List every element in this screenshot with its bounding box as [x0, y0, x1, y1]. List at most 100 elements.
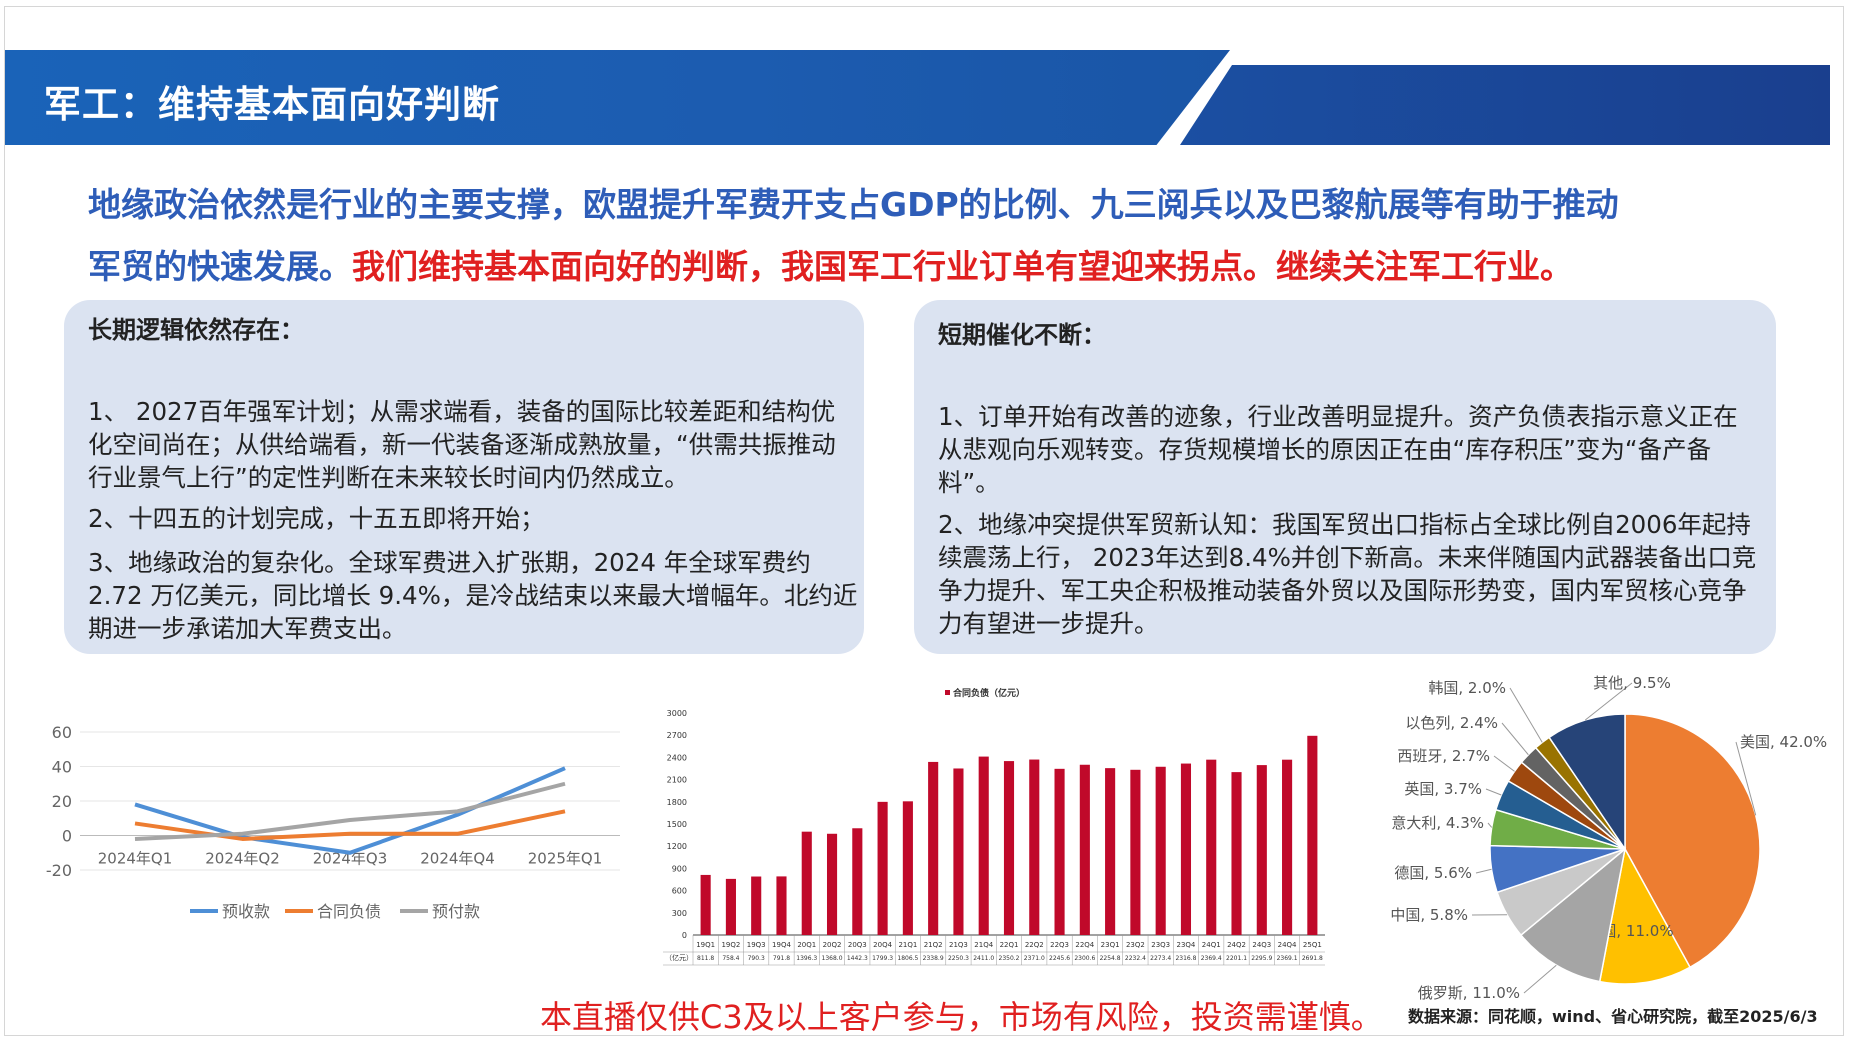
bar: [1004, 761, 1014, 935]
x-tick-label: 24Q2: [1227, 941, 1246, 949]
y-tick-label: 60: [52, 723, 72, 742]
bar: [1282, 760, 1292, 935]
value-label: 2201.1: [1226, 955, 1247, 962]
value-label: 2254.8: [1100, 955, 1121, 962]
value-label: 811.8: [697, 955, 714, 962]
short-term-item-1: 1、订单开始有改善的迹象，行业改善明显提升。资产负债表指示意义正在从悲观向乐观转…: [938, 400, 1758, 499]
bar-chart: 合同负债（亿元）30002700240021001800150012009006…: [655, 680, 1335, 970]
x-tick-label: 25Q1: [1303, 941, 1322, 949]
legend-label: 合同负债: [317, 902, 381, 921]
x-tick-label: 21Q2: [924, 941, 943, 949]
bar: [1130, 770, 1140, 935]
legend-label: 预付款: [432, 902, 480, 921]
y-tick-label: 2400: [667, 753, 687, 762]
y-tick-label: 300: [672, 909, 687, 918]
value-label: 2411.0: [973, 955, 994, 962]
x-tick-label: 22Q4: [1075, 941, 1094, 949]
y-tick-label: 1800: [667, 798, 687, 807]
slice-label: 俄罗斯, 11.0%: [1418, 984, 1520, 1002]
bar: [776, 876, 786, 935]
slice-label: 其他, 9.5%: [1593, 674, 1671, 692]
bar: [903, 801, 913, 935]
slide-title: 军工：维持基本面向好判断: [44, 74, 500, 128]
x-tick-label: 20Q3: [848, 941, 867, 949]
x-tick-label: 20Q1: [797, 941, 816, 949]
series-line-2: [135, 784, 565, 839]
bar: [1055, 769, 1065, 935]
y-tick-label: 900: [672, 864, 687, 873]
bar: [953, 768, 963, 935]
x-tick-label: 19Q3: [747, 941, 766, 949]
y-tick-label: 2700: [667, 731, 687, 740]
value-label: 1806.5: [897, 955, 918, 962]
leader-line: [1494, 756, 1515, 771]
title-banner-accent: [1180, 65, 1830, 145]
long-term-item-2: 2、十四五的计划完成，十五五即将开始；: [88, 502, 858, 535]
x-tick-label: 20Q2: [823, 941, 842, 949]
pie-chart: 美国, 42.0%法国, 11.0%俄罗斯, 11.0%中国, 5.8%德国, …: [1370, 665, 1849, 1005]
bar: [1029, 760, 1039, 935]
y-tick-label: 0: [62, 827, 72, 846]
x-tick-label: 23Q4: [1177, 941, 1196, 949]
legend-label: 预收款: [222, 902, 270, 921]
bar: [878, 802, 888, 935]
value-label: 2316.8: [1175, 955, 1196, 962]
x-tick-label: 2025年Q1: [528, 850, 603, 868]
y-tick-label: 2100: [667, 776, 687, 785]
bar: [928, 762, 938, 935]
slice-label: 以色列, 2.4%: [1405, 714, 1498, 732]
row-label: （亿元）: [665, 953, 693, 962]
value-label: 1799.3: [872, 955, 893, 962]
short-term-catalyst-title: 短期催化不断：: [938, 315, 1106, 350]
x-tick-label: 20Q4: [873, 941, 892, 949]
x-tick-label: 2024年Q4: [420, 850, 495, 868]
value-label: 1442.3: [847, 955, 868, 962]
x-tick-label: 21Q1: [898, 941, 917, 949]
series-line-0: [135, 768, 565, 853]
bar: [1206, 760, 1216, 935]
slice-label: 英国, 3.7%: [1404, 780, 1482, 798]
value-label: 790.3: [748, 955, 765, 962]
bar: [751, 877, 761, 935]
x-tick-label: 2024年Q2: [205, 850, 280, 868]
x-tick-label: 22Q3: [1050, 941, 1069, 949]
bar: [701, 875, 711, 935]
bar: [1181, 764, 1191, 935]
value-label: 2350.2: [999, 955, 1020, 962]
y-tick-label: -20: [46, 861, 72, 880]
lead-line-2-red: 我们维持基本面向好的判断，我国军工行业订单有望迎来拐点。继续关注军工行业。: [352, 247, 1573, 286]
y-tick-label: 3000: [667, 709, 687, 718]
bar: [852, 828, 862, 935]
lead-line-1: 地缘政治依然是行业的主要支撑，欧盟提升军费开支占GDP的比例、九三阅兵以及巴黎航…: [88, 178, 1619, 226]
value-label: 2338.9: [923, 955, 944, 962]
bar: [1080, 765, 1090, 935]
y-tick-label: 40: [52, 758, 72, 777]
slice-label: 意大利, 4.3%: [1391, 814, 1484, 832]
x-tick-label: 23Q1: [1101, 941, 1120, 949]
legend-label: 合同负债（亿元）: [953, 687, 1025, 699]
value-label: 2295.9: [1251, 955, 1272, 962]
x-tick-label: 22Q1: [1000, 941, 1019, 949]
risk-warning: 本直播仅供C3及以上客户参与，市场有风险，投资需谨慎。: [540, 992, 1383, 1038]
value-label: 2232.4: [1125, 955, 1146, 962]
long-term-item-3: 3、地缘政治的复杂化。全球军费进入扩张期，2024 年全球军费约 2.72 万亿…: [88, 546, 858, 645]
slice-label: 德国, 5.6%: [1394, 864, 1472, 882]
leader-line: [1486, 789, 1501, 795]
y-tick-label: 1200: [667, 842, 687, 851]
value-label: 2691.8: [1302, 955, 1323, 962]
slice-label: 美国, 42.0%: [1740, 733, 1827, 751]
x-tick-label: 24Q4: [1278, 941, 1297, 949]
leader-line: [1476, 869, 1492, 873]
leader-line: [1510, 688, 1542, 742]
bar: [827, 834, 837, 935]
value-label: 1368.0: [822, 955, 843, 962]
value-label: 791.8: [773, 955, 790, 962]
value-label: 2273.4: [1150, 955, 1171, 962]
value-label: 2300.6: [1074, 955, 1095, 962]
legend-swatch: [945, 690, 950, 695]
bar: [802, 832, 812, 935]
bar: [979, 757, 989, 935]
bar: [1231, 772, 1241, 935]
y-tick-label: 0: [682, 931, 687, 940]
slice-label: 西班牙, 2.7%: [1397, 747, 1490, 765]
